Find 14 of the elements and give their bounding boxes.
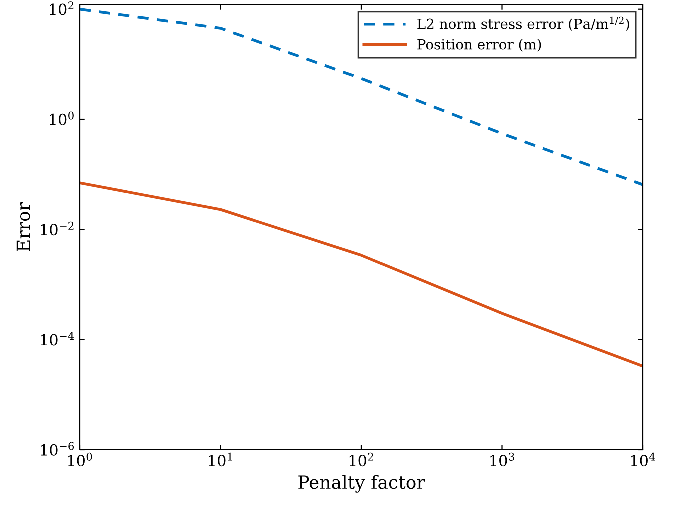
y-tick-label: 10$^{−4}$	[41, 332, 74, 346]
y-tick-label: 10$^{0}$	[50, 112, 74, 126]
x-tick-label: 10$^{4}$	[631, 452, 656, 467]
y-axis-title: Error	[16, 202, 30, 252]
y-tick-label: 10$^{2}$	[50, 2, 74, 16]
x-tick-label: 10$^{1}$	[209, 452, 232, 467]
line-series	[80, 182, 643, 368]
x-tick-label: 10$^{3}$	[490, 452, 514, 467]
x-axis-title: Penalty factor	[298, 475, 426, 493]
line-series	[80, 8, 643, 186]
x-tick-label: 10$^{2}$	[350, 452, 374, 467]
legend-label: L2 norm stress error (Pa/m$^{1/2}$)	[418, 16, 630, 32]
y-tick-label: 10$^{−2}$	[41, 222, 74, 236]
legend-label: Position error (m)	[418, 39, 542, 52]
